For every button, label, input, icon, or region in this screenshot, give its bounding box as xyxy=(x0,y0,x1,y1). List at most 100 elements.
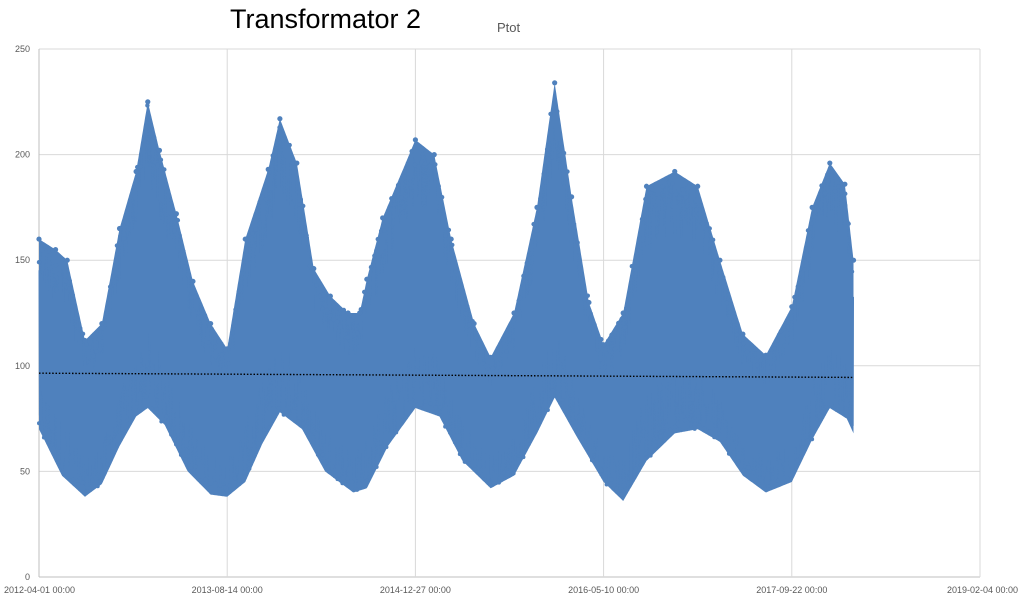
series-marker xyxy=(775,338,780,343)
series-marker xyxy=(178,452,183,457)
series-marker xyxy=(104,310,109,316)
series-marker xyxy=(345,335,350,340)
series-marker xyxy=(364,276,370,282)
series-marker xyxy=(483,363,489,368)
series-marker xyxy=(50,248,55,253)
series-marker xyxy=(545,407,550,412)
series-marker xyxy=(780,480,785,485)
series-marker xyxy=(118,241,123,246)
series-marker xyxy=(389,427,394,432)
series-marker xyxy=(819,409,824,414)
series-marker xyxy=(242,236,248,242)
series-marker xyxy=(418,402,423,407)
series-marker xyxy=(731,450,736,455)
series-marker xyxy=(714,260,719,266)
x-tick-label: 2017-09-22 00:00 xyxy=(756,585,827,595)
series-marker xyxy=(273,145,279,151)
series-marker xyxy=(646,203,651,208)
series-marker xyxy=(620,310,626,316)
series-marker xyxy=(839,410,844,415)
series-marker xyxy=(216,339,221,344)
series-marker xyxy=(648,453,653,458)
series-marker xyxy=(827,160,833,166)
series-marker xyxy=(785,476,790,481)
series-marker xyxy=(809,204,815,210)
series-marker xyxy=(490,366,496,371)
series-marker xyxy=(334,319,340,324)
series-marker xyxy=(457,452,462,457)
series-marker xyxy=(242,470,247,475)
series-marker xyxy=(582,297,587,302)
series-marker xyxy=(540,407,545,412)
series-marker xyxy=(395,183,401,188)
series-marker xyxy=(330,464,335,469)
series-marker xyxy=(196,315,201,321)
series-marker xyxy=(193,464,198,469)
series-marker xyxy=(128,202,133,208)
series-marker xyxy=(809,221,814,227)
series-marker xyxy=(467,457,472,462)
series-marker xyxy=(358,307,364,312)
series-marker xyxy=(64,257,70,263)
series-marker xyxy=(839,190,845,195)
series-marker xyxy=(413,399,418,404)
series-marker xyxy=(572,225,577,230)
series-marker xyxy=(580,436,585,441)
series-marker xyxy=(663,177,668,182)
series-marker xyxy=(819,183,824,188)
series-marker xyxy=(287,142,292,148)
series-marker xyxy=(717,270,723,275)
series-marker xyxy=(208,320,214,327)
series-marker xyxy=(443,424,448,429)
series-marker xyxy=(304,233,309,238)
series-marker xyxy=(277,125,282,130)
series-marker xyxy=(844,406,849,411)
series-marker xyxy=(243,255,248,260)
series-marker xyxy=(331,317,336,322)
series-marker xyxy=(636,248,641,253)
series-marker xyxy=(266,425,271,430)
series-marker xyxy=(778,329,784,334)
series-marker xyxy=(145,99,151,105)
series-marker xyxy=(668,427,673,432)
series-marker xyxy=(643,196,648,202)
series-marker xyxy=(751,347,756,352)
series-marker xyxy=(338,323,343,329)
series-marker xyxy=(695,183,701,189)
x-tick-label: 2013-08-14 00:00 xyxy=(192,585,263,595)
series-marker xyxy=(412,137,418,143)
series-marker xyxy=(569,194,575,200)
series-marker xyxy=(751,470,756,475)
series-marker xyxy=(227,483,232,488)
series-marker xyxy=(482,477,487,482)
series-marker xyxy=(246,232,252,238)
x-tick-label: 2014-12-27 00:00 xyxy=(380,585,451,595)
series-marker xyxy=(678,427,683,432)
series-marker xyxy=(601,342,607,348)
series-marker xyxy=(107,284,113,289)
series-marker xyxy=(301,421,306,426)
series-marker xyxy=(199,307,204,313)
series-marker xyxy=(740,331,746,337)
series-marker xyxy=(399,195,404,200)
series-marker xyxy=(756,481,761,486)
series-marker xyxy=(765,355,770,360)
series-marker xyxy=(202,313,208,318)
series-marker xyxy=(192,294,198,300)
x-tick-label: 2012-04-01 00:00 xyxy=(4,585,75,595)
series-marker xyxy=(77,339,82,345)
series-marker xyxy=(643,451,648,456)
series-marker xyxy=(419,159,424,165)
series-marker xyxy=(521,273,526,279)
series-marker xyxy=(673,192,679,197)
series-marker xyxy=(639,216,645,222)
series-marker xyxy=(208,481,213,486)
series-marker xyxy=(682,418,687,423)
series-marker xyxy=(528,251,533,257)
series-marker xyxy=(626,307,631,312)
series-marker xyxy=(710,237,716,243)
series-marker xyxy=(494,368,499,373)
series-marker xyxy=(374,464,379,469)
series-marker xyxy=(74,315,79,321)
series-marker xyxy=(595,348,601,353)
